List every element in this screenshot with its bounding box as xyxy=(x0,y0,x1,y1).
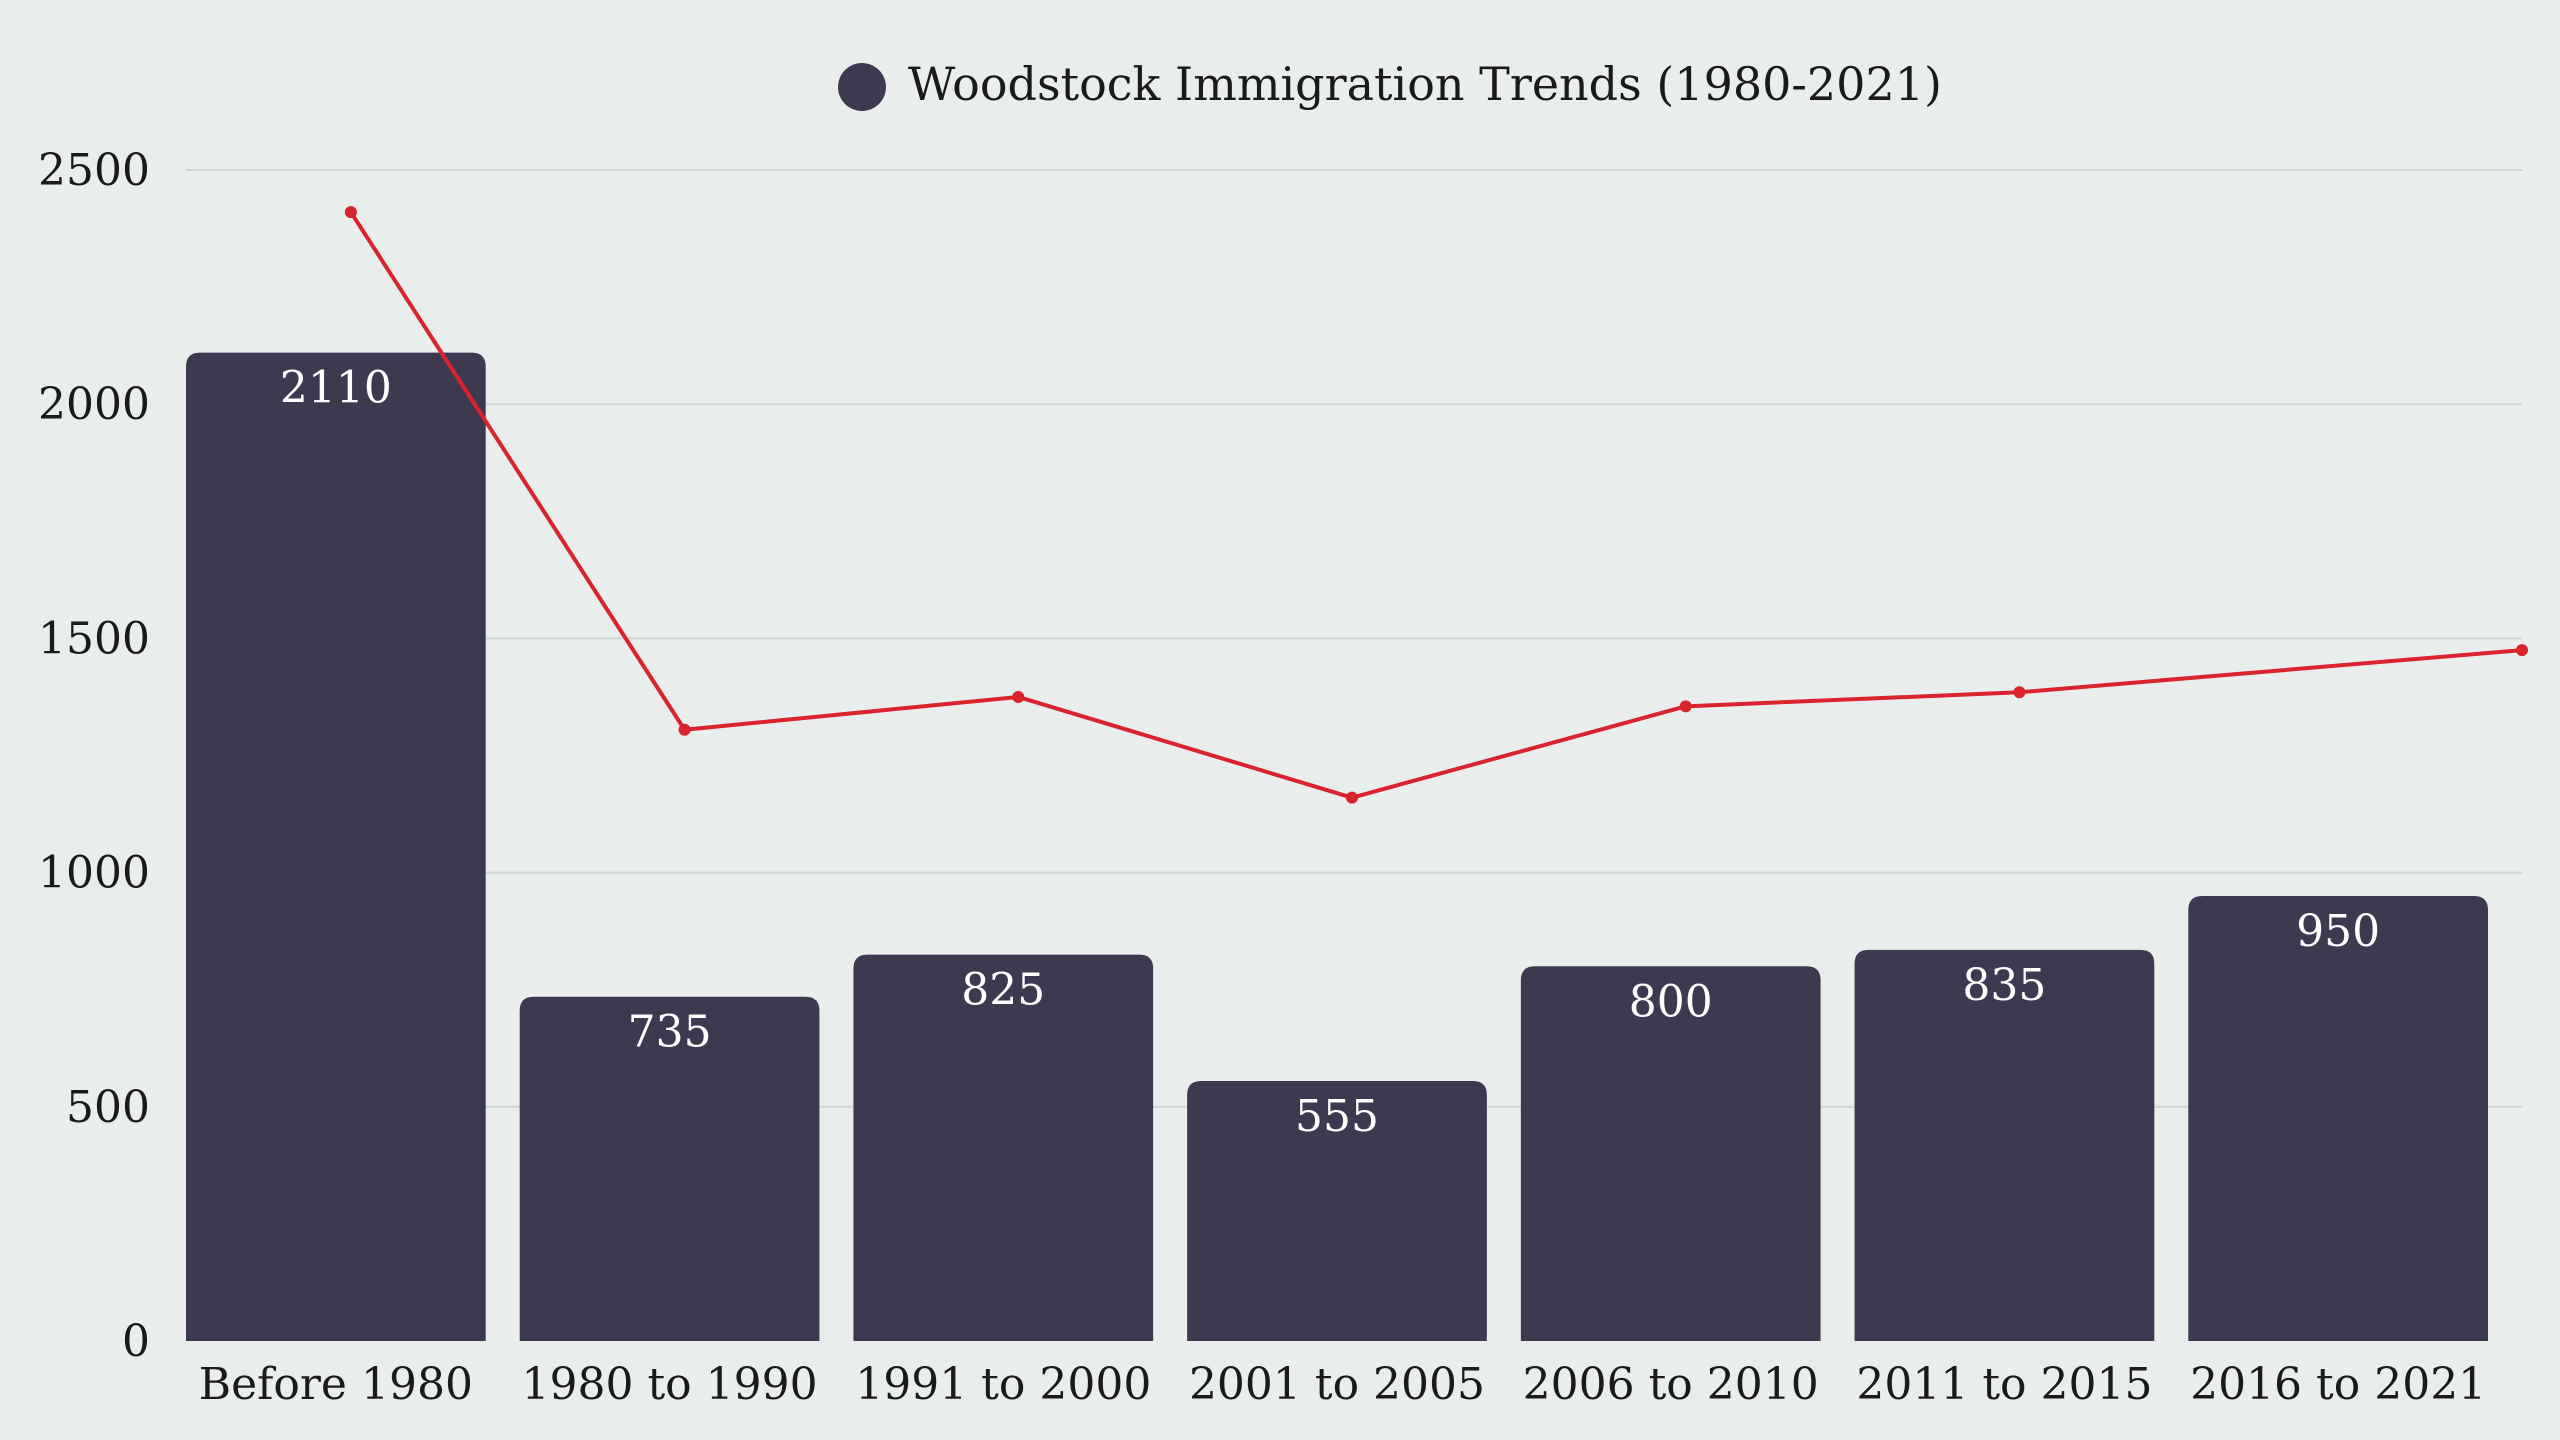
line-path xyxy=(349,211,2523,800)
line-point xyxy=(678,723,691,736)
bar xyxy=(2188,896,2488,1341)
line-point xyxy=(1346,791,1358,804)
y-tick-label: 1000 xyxy=(38,848,150,899)
y-tick-label: 1500 xyxy=(38,613,150,664)
x-tick-label: 2016 to 2021 xyxy=(2190,1359,2486,1410)
y-axis-ticks: 0 500 1000 1500 2000 2500 xyxy=(38,145,150,1367)
bar xyxy=(1520,966,1821,1341)
line-point xyxy=(344,206,357,219)
legend-swatch-icon xyxy=(838,63,886,111)
bar-data-label: 950 xyxy=(2296,906,2380,957)
x-tick-label: 1980 to 1990 xyxy=(522,1359,818,1410)
x-tick-label: 2011 to 2015 xyxy=(1856,1359,2152,1410)
bar-data-label: 2110 xyxy=(280,363,392,414)
y-tick-label: 0 xyxy=(122,1316,150,1367)
bar-data-label: 835 xyxy=(1962,960,2046,1011)
bar xyxy=(186,352,486,1341)
bar xyxy=(853,954,1154,1341)
x-axis-ticks: Before 1980 1980 to 1990 1991 to 2000 2001 … xyxy=(199,1359,2486,1410)
legend: Woodstock Immigration Trends (1980-2021) xyxy=(838,57,1942,111)
grid-lines xyxy=(186,169,2522,1108)
x-tick-label: 2001 to 2005 xyxy=(1189,1359,1485,1410)
line-series xyxy=(344,206,2528,804)
bar xyxy=(519,996,820,1341)
legend-label: Woodstock Immigration Trends (1980-2021) xyxy=(908,57,1942,111)
bar-data-labels: 2110 735 825 555 800 835 950 xyxy=(280,363,2380,1142)
line-point xyxy=(1012,690,1025,703)
x-tick-label: 1991 to 2000 xyxy=(855,1359,1151,1410)
y-tick-label: 2500 xyxy=(38,145,150,196)
bar-data-label: 800 xyxy=(1629,976,1713,1027)
bar-series xyxy=(186,352,2488,1341)
line-point xyxy=(1679,700,1692,713)
y-tick-label: 2000 xyxy=(38,379,150,430)
bar xyxy=(1854,949,2155,1341)
line-point xyxy=(2013,686,2026,699)
bar-data-label: 735 xyxy=(628,1007,712,1058)
x-tick-label: Before 1980 xyxy=(199,1359,473,1410)
line-point xyxy=(2516,644,2528,657)
bar-data-label: 825 xyxy=(961,965,1045,1016)
x-tick-label: 2006 to 2010 xyxy=(1523,1359,1819,1410)
bar-data-label: 555 xyxy=(1295,1091,1379,1142)
bar xyxy=(1187,1081,1487,1341)
y-tick-label: 500 xyxy=(66,1082,150,1133)
